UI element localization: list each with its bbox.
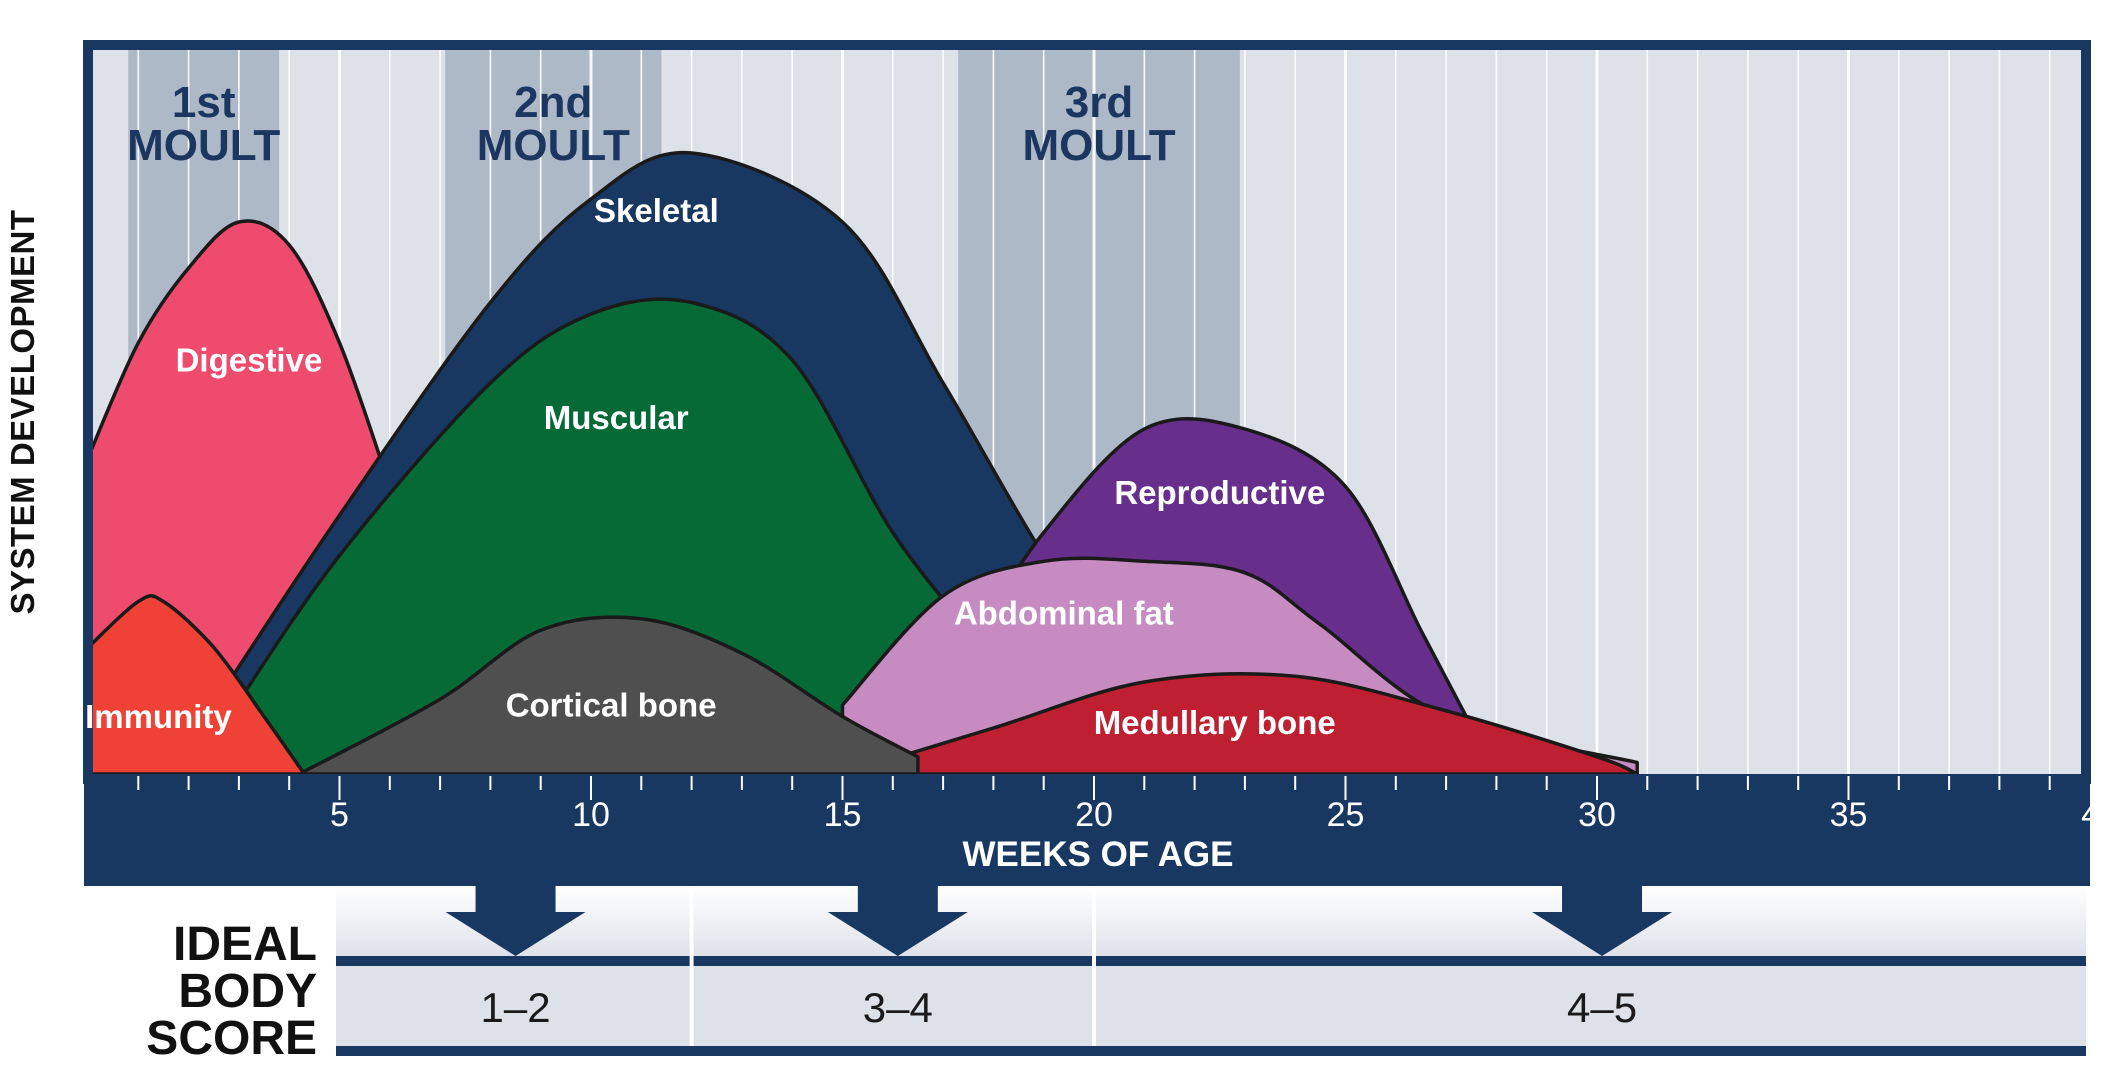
score-value-1: 1–2 bbox=[481, 984, 551, 1031]
score-value-2: 3–4 bbox=[863, 984, 933, 1031]
tick-label-35: 35 bbox=[1830, 796, 1868, 834]
label-muscular: Muscular bbox=[544, 399, 689, 436]
score-title-line-3: SCORE bbox=[146, 1012, 317, 1065]
area-cortical-bone bbox=[297, 615, 920, 774]
score-value-3: 4–5 bbox=[1567, 984, 1637, 1031]
ideal-body-score-title: IDEAL BODY SCORE bbox=[146, 918, 317, 1065]
moult-label-1-ordinal: 1st bbox=[172, 78, 236, 127]
moult-label-2-ordinal: 2nd bbox=[514, 78, 592, 127]
score-top-rule bbox=[336, 956, 2086, 966]
score-band bbox=[336, 966, 2086, 1046]
moult-label-3-ordinal: 3rd bbox=[1065, 78, 1133, 127]
label-digestive: Digestive bbox=[176, 342, 323, 379]
label-medullary-bone: Medullary bone bbox=[1094, 704, 1336, 741]
x-axis-bar bbox=[84, 774, 2090, 886]
system-areas bbox=[93, 150, 1639, 774]
system-labels: Digestive Skeletal Muscular Reproductive Abd… bbox=[85, 192, 1336, 741]
tick-label-30: 30 bbox=[1578, 796, 1616, 834]
x-axis-label: WEEKS OF AGE bbox=[963, 835, 1234, 874]
score-arrow-2 bbox=[827, 884, 968, 956]
moult-label-1-word: MOULT bbox=[127, 121, 280, 170]
tick-label-25: 25 bbox=[1327, 796, 1365, 834]
y-axis-label: SYSTEM DEVELOPMENT bbox=[4, 209, 41, 614]
score-bottom-rule bbox=[336, 1046, 2086, 1056]
moult-label-2-word: MOULT bbox=[477, 121, 630, 170]
score-arrow-1 bbox=[445, 884, 586, 956]
moult-label-3-word: MOULT bbox=[1022, 121, 1175, 170]
score-divider-2 bbox=[1092, 886, 1096, 1046]
tick-label-20: 20 bbox=[1075, 796, 1113, 834]
score-title-line-2: BODY bbox=[178, 965, 317, 1018]
score-divider-1 bbox=[689, 886, 694, 1046]
area-immunity bbox=[93, 593, 307, 774]
tick-label-10: 10 bbox=[572, 796, 610, 834]
label-skeletal: Skeletal bbox=[594, 192, 719, 229]
label-immunity: Immunity bbox=[85, 698, 232, 735]
tick-label-5: 5 bbox=[330, 796, 349, 834]
score-arrow-3 bbox=[1532, 884, 1673, 956]
score-fade-band bbox=[336, 886, 2086, 958]
tick-label-15: 15 bbox=[824, 796, 862, 834]
label-cortical-bone: Cortical bone bbox=[506, 687, 717, 724]
label-reproductive: Reproductive bbox=[1114, 474, 1325, 511]
tick-label-40: 40 bbox=[2081, 796, 2119, 834]
area-muscular bbox=[227, 297, 986, 774]
label-abdominal-fat: Abdominal fat bbox=[954, 595, 1174, 632]
score-title-line-1: IDEAL bbox=[173, 918, 317, 971]
x-axis-ticks: 5 10 15 20 25 30 35 40 bbox=[137, 776, 2119, 834]
area-medullary-bone bbox=[840, 671, 1639, 774]
ideal-body-score-ranges: 1–2 3–4 4–5 bbox=[445, 884, 1673, 1046]
